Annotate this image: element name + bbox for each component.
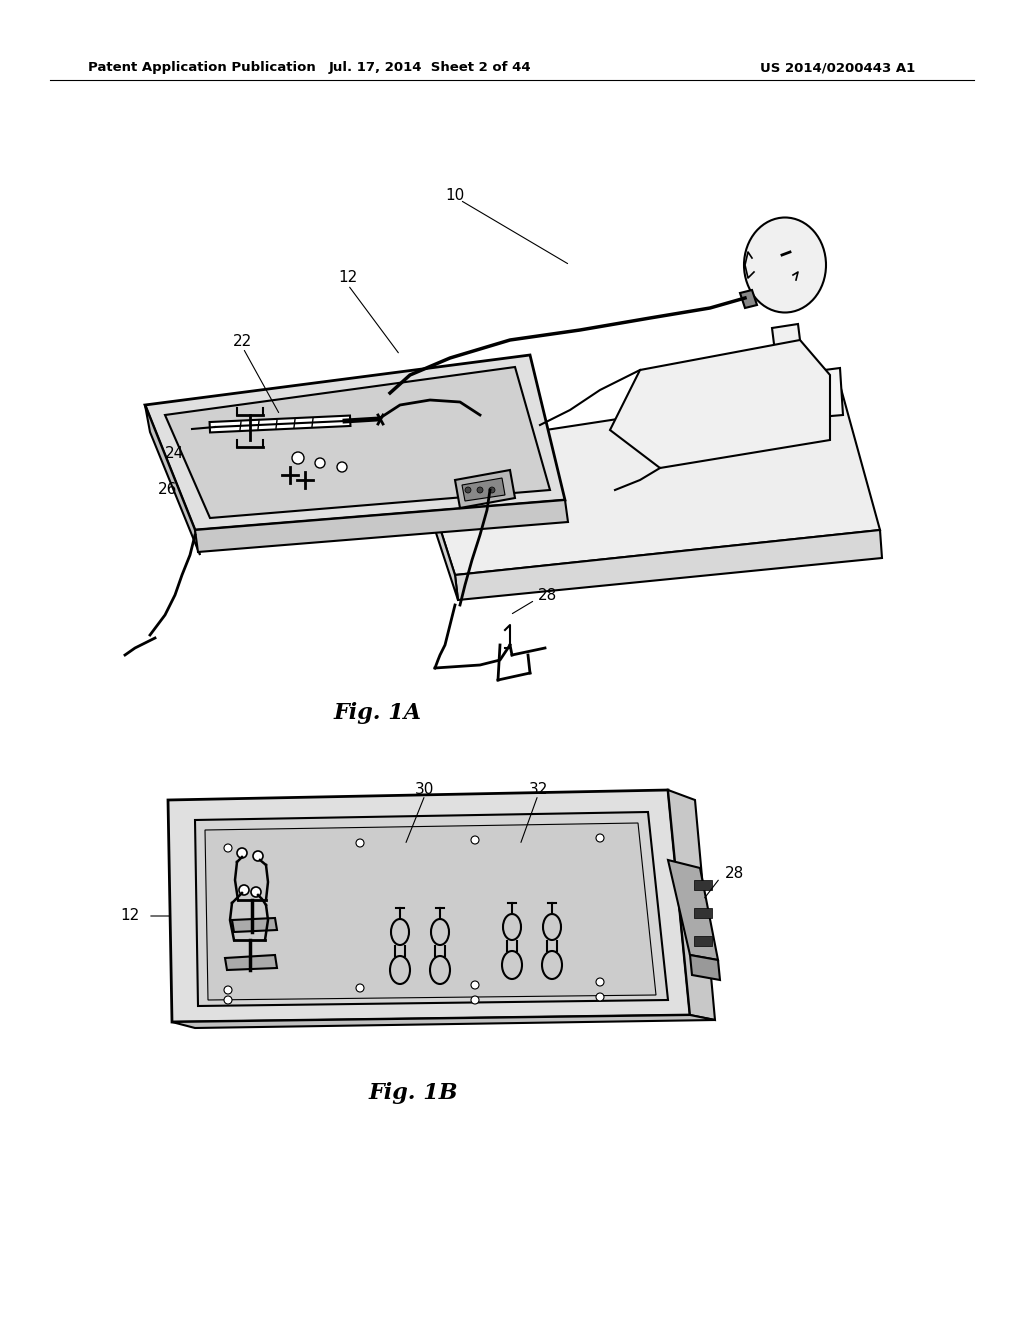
Polygon shape bbox=[610, 341, 830, 469]
Circle shape bbox=[292, 451, 304, 465]
Text: 30: 30 bbox=[416, 783, 434, 797]
Polygon shape bbox=[415, 450, 458, 601]
Polygon shape bbox=[145, 405, 200, 554]
Circle shape bbox=[596, 993, 604, 1001]
Polygon shape bbox=[772, 323, 801, 352]
Text: 32: 32 bbox=[528, 783, 548, 797]
Text: 28: 28 bbox=[538, 587, 557, 602]
Circle shape bbox=[315, 458, 325, 469]
Polygon shape bbox=[195, 812, 668, 1006]
Polygon shape bbox=[455, 531, 882, 601]
Polygon shape bbox=[668, 861, 718, 960]
Circle shape bbox=[237, 847, 247, 858]
Text: Fig. 1B: Fig. 1B bbox=[369, 1082, 458, 1104]
Text: 12: 12 bbox=[338, 271, 357, 285]
Polygon shape bbox=[145, 355, 565, 531]
Bar bbox=[694, 908, 712, 917]
Polygon shape bbox=[690, 954, 720, 979]
Polygon shape bbox=[232, 917, 278, 932]
Circle shape bbox=[251, 887, 261, 898]
Polygon shape bbox=[415, 385, 880, 576]
Circle shape bbox=[337, 462, 347, 473]
Polygon shape bbox=[172, 1015, 715, 1028]
Circle shape bbox=[253, 851, 263, 861]
Polygon shape bbox=[668, 789, 715, 1020]
Polygon shape bbox=[455, 470, 515, 508]
Polygon shape bbox=[165, 367, 550, 517]
Circle shape bbox=[224, 997, 232, 1005]
Circle shape bbox=[477, 487, 483, 492]
Circle shape bbox=[471, 997, 479, 1005]
Polygon shape bbox=[195, 500, 568, 552]
Circle shape bbox=[465, 487, 471, 492]
Polygon shape bbox=[225, 954, 278, 970]
Text: US 2014/0200443 A1: US 2014/0200443 A1 bbox=[760, 62, 915, 74]
Text: 26: 26 bbox=[159, 483, 178, 498]
Text: Patent Application Publication: Patent Application Publication bbox=[88, 62, 315, 74]
Polygon shape bbox=[205, 822, 656, 1001]
Text: Fig. 1A: Fig. 1A bbox=[334, 702, 422, 723]
Bar bbox=[694, 880, 712, 890]
Circle shape bbox=[356, 840, 364, 847]
Ellipse shape bbox=[744, 218, 826, 313]
Circle shape bbox=[224, 843, 232, 851]
Circle shape bbox=[489, 487, 495, 492]
Polygon shape bbox=[685, 368, 843, 428]
Circle shape bbox=[596, 834, 604, 842]
Text: 10: 10 bbox=[445, 187, 465, 202]
Circle shape bbox=[239, 884, 249, 895]
Circle shape bbox=[471, 836, 479, 843]
Circle shape bbox=[224, 986, 232, 994]
Text: 28: 28 bbox=[725, 866, 744, 880]
Circle shape bbox=[356, 983, 364, 993]
Text: 12: 12 bbox=[121, 908, 140, 924]
Text: Jul. 17, 2014  Sheet 2 of 44: Jul. 17, 2014 Sheet 2 of 44 bbox=[329, 62, 531, 74]
Circle shape bbox=[471, 981, 479, 989]
Circle shape bbox=[596, 978, 604, 986]
Bar bbox=[694, 936, 712, 946]
Polygon shape bbox=[740, 290, 757, 308]
Text: 22: 22 bbox=[233, 334, 253, 348]
Text: 24: 24 bbox=[165, 446, 184, 462]
Polygon shape bbox=[462, 478, 505, 502]
Polygon shape bbox=[168, 789, 690, 1022]
